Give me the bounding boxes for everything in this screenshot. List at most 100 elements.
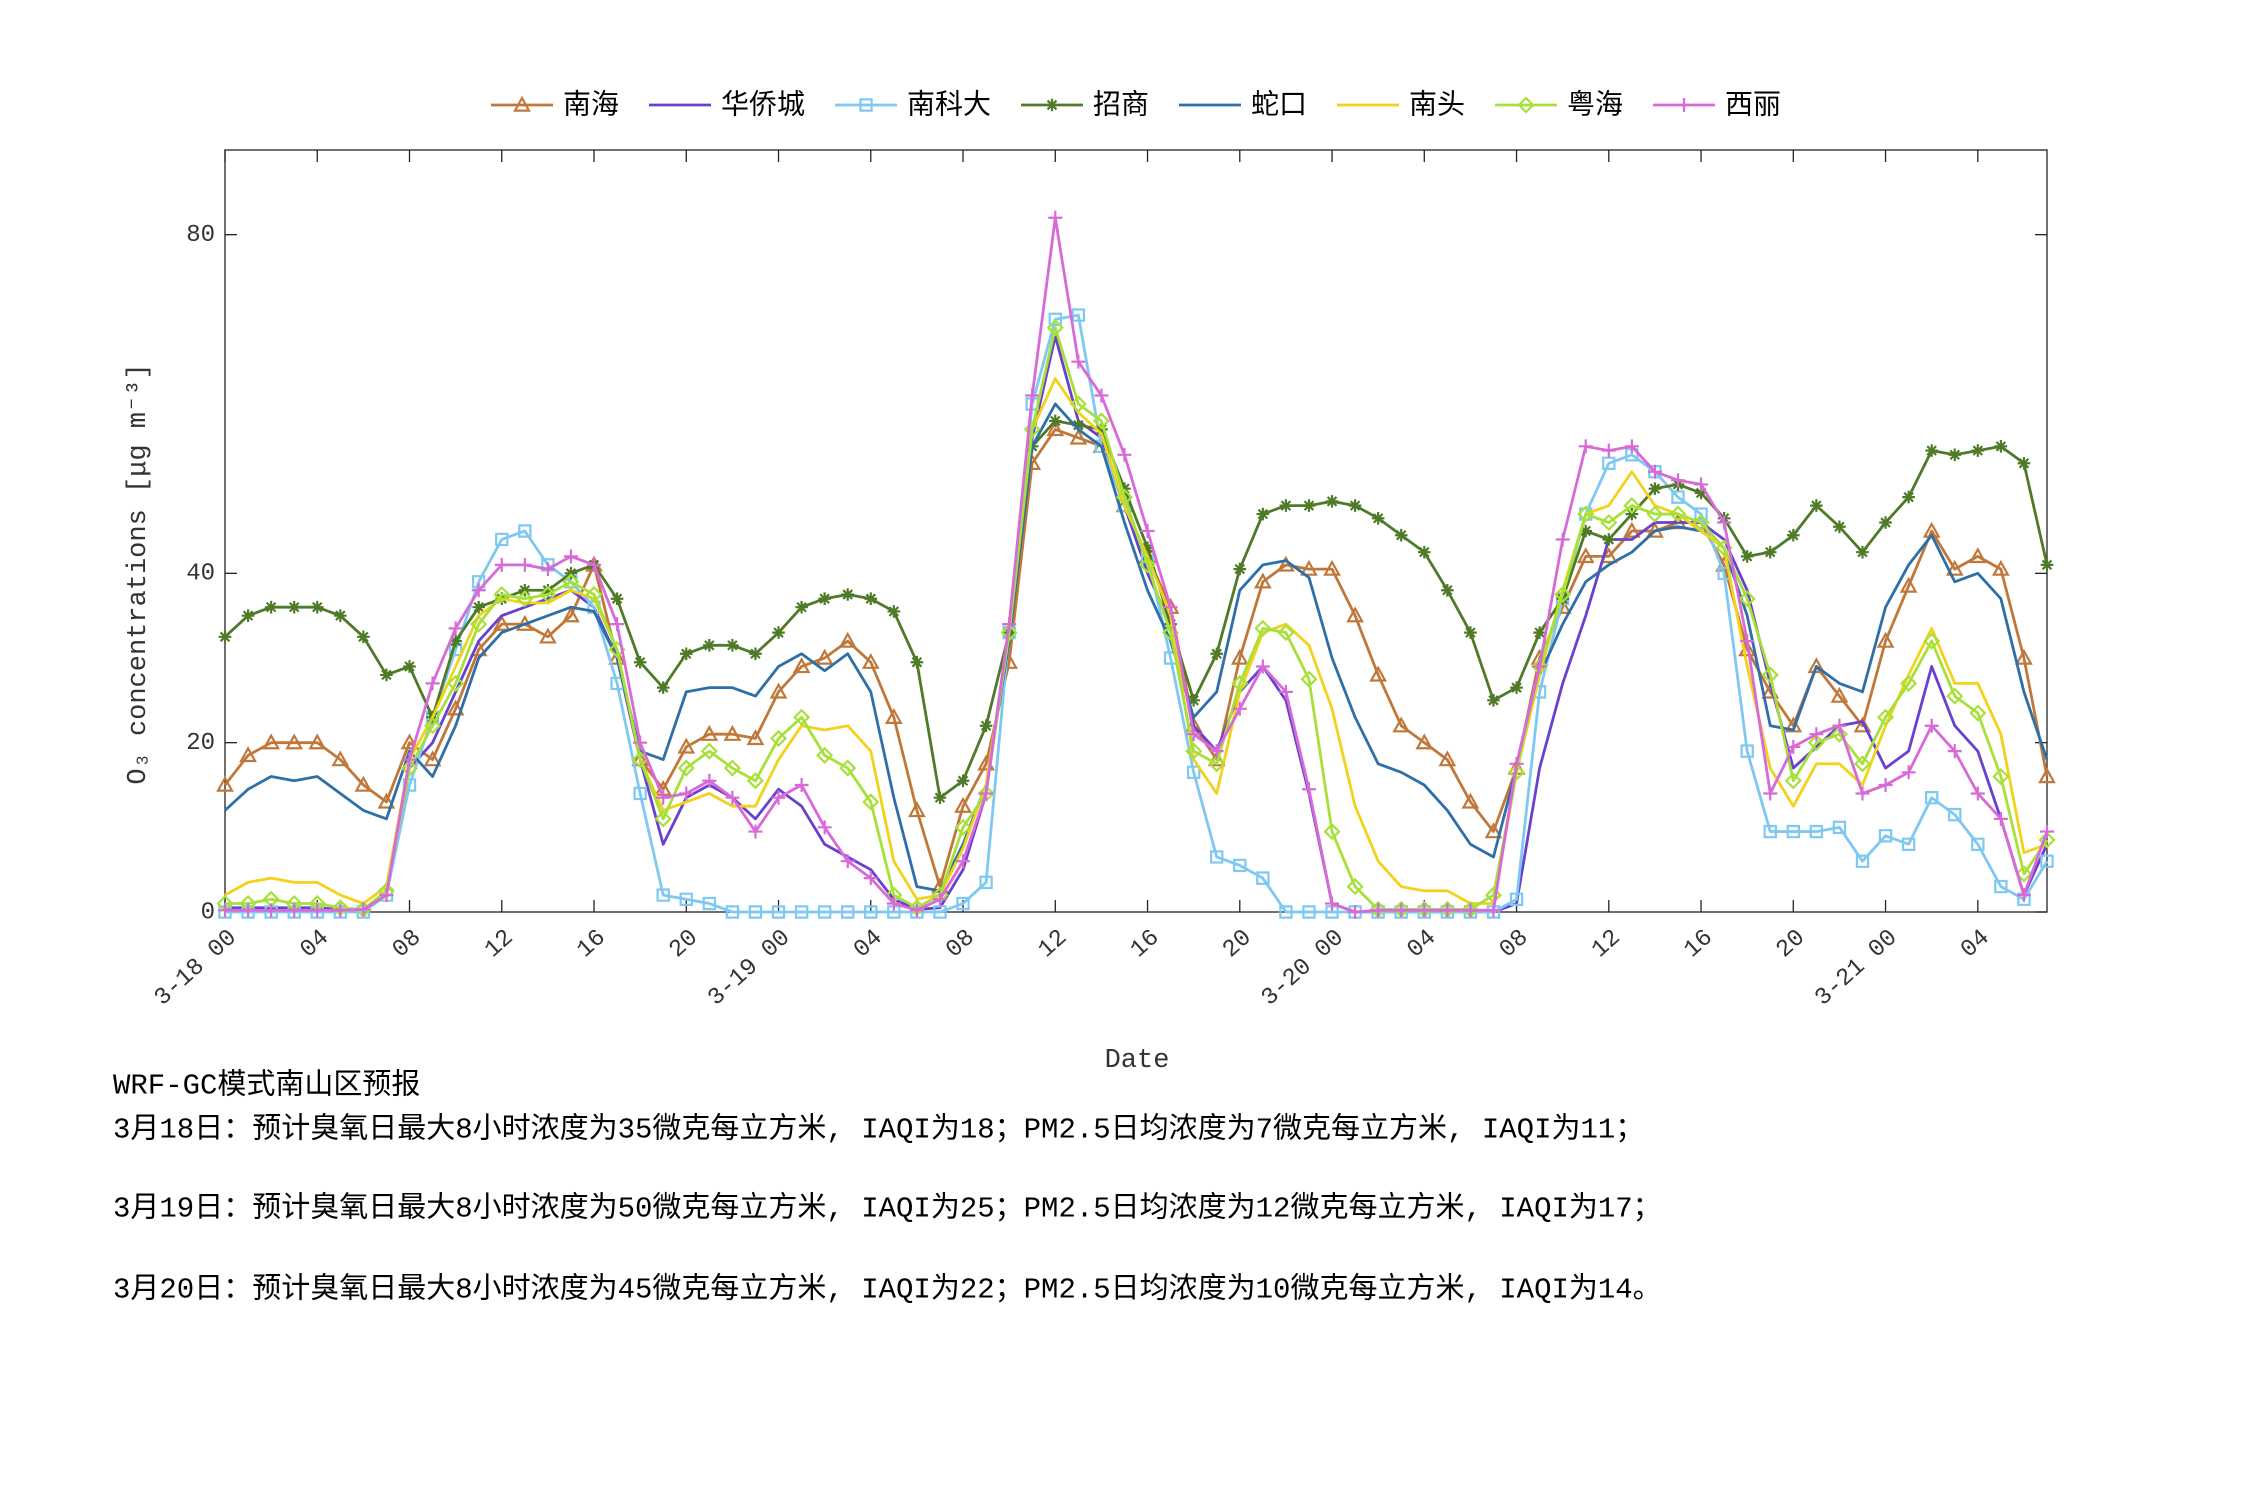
marker (2038, 831, 2056, 849)
note-line: 3月20日：预计臭氧日最大8小时浓度为45微克每立方米, IAQI为22；PM2… (113, 1272, 1662, 1307)
legend-marker (859, 98, 873, 112)
marker (1461, 792, 1480, 809)
legend-label: 粤海 (1567, 88, 1623, 122)
marker (239, 746, 257, 763)
marker (1440, 905, 1455, 919)
marker (1440, 903, 1455, 918)
marker (1071, 308, 1086, 322)
marker (1323, 559, 1341, 576)
marker (1671, 490, 1685, 504)
marker (1832, 820, 1847, 835)
marker (679, 647, 693, 661)
marker (218, 905, 232, 919)
marker (910, 655, 924, 669)
marker (1807, 734, 1825, 752)
marker (585, 585, 603, 604)
marker (1969, 704, 1987, 722)
marker (333, 905, 348, 919)
marker (1853, 716, 1872, 733)
marker (702, 773, 717, 788)
marker (769, 729, 788, 747)
marker (979, 875, 993, 890)
marker (1740, 634, 1755, 649)
marker (1300, 559, 1318, 576)
marker (1784, 772, 1802, 790)
marker (1948, 807, 1962, 822)
marker (1738, 590, 1756, 608)
series-line (224, 402, 2049, 893)
marker (1623, 497, 1641, 515)
marker (1025, 388, 1040, 403)
marker (1348, 499, 1362, 512)
marker (633, 786, 647, 801)
marker (1487, 694, 1500, 707)
marker (1046, 319, 1064, 337)
marker (1463, 905, 1478, 919)
marker (539, 627, 557, 644)
marker (400, 759, 419, 777)
marker (1902, 490, 1915, 504)
marker (746, 729, 765, 746)
marker (1115, 488, 1134, 506)
marker (287, 903, 302, 918)
marker (2040, 824, 2054, 839)
marker (1186, 727, 1201, 742)
marker (610, 592, 624, 606)
marker (1069, 395, 1087, 413)
marker (1300, 670, 1318, 688)
marker (1000, 624, 1018, 642)
marker (1763, 545, 1777, 559)
marker (1138, 556, 1157, 574)
marker (1394, 905, 1408, 919)
legend-label: 南头 (1409, 88, 1465, 122)
marker (887, 605, 901, 618)
marker (1302, 499, 1316, 512)
marker (1647, 464, 1662, 479)
marker (1576, 547, 1595, 564)
marker (723, 759, 741, 777)
marker (656, 790, 671, 805)
marker (1877, 708, 1895, 726)
marker (241, 905, 255, 919)
marker (1256, 871, 1270, 885)
marker (1923, 632, 1941, 650)
marker (331, 750, 350, 767)
marker (654, 810, 672, 828)
marker (1279, 905, 1293, 919)
marker (518, 524, 532, 538)
marker (1810, 499, 1823, 512)
marker (1669, 505, 1687, 523)
marker (1694, 486, 1708, 500)
marker (1853, 755, 1872, 773)
marker (470, 615, 488, 633)
marker (1507, 763, 1526, 781)
marker (1740, 550, 1754, 563)
marker (2038, 767, 2056, 784)
marker (1210, 647, 1224, 661)
marker (1555, 532, 1570, 547)
marker (1187, 694, 1200, 707)
marker (1833, 520, 1846, 534)
marker (1947, 744, 1962, 759)
marker (264, 905, 278, 919)
marker (308, 733, 327, 750)
marker (1069, 428, 1088, 445)
marker (1786, 739, 1801, 754)
marker (1992, 767, 2010, 786)
marker (1348, 905, 1362, 919)
y-tick-label: 80 (186, 222, 215, 249)
marker (1809, 824, 1824, 839)
marker (333, 903, 348, 918)
marker (403, 660, 416, 673)
marker (864, 905, 878, 919)
marker (884, 708, 903, 724)
marker (1371, 905, 1385, 919)
marker (816, 746, 834, 764)
marker (956, 774, 970, 788)
marker (2040, 854, 2054, 868)
marker (1809, 727, 1824, 742)
marker (1323, 823, 1341, 841)
marker (449, 634, 462, 648)
marker (1786, 824, 1800, 839)
